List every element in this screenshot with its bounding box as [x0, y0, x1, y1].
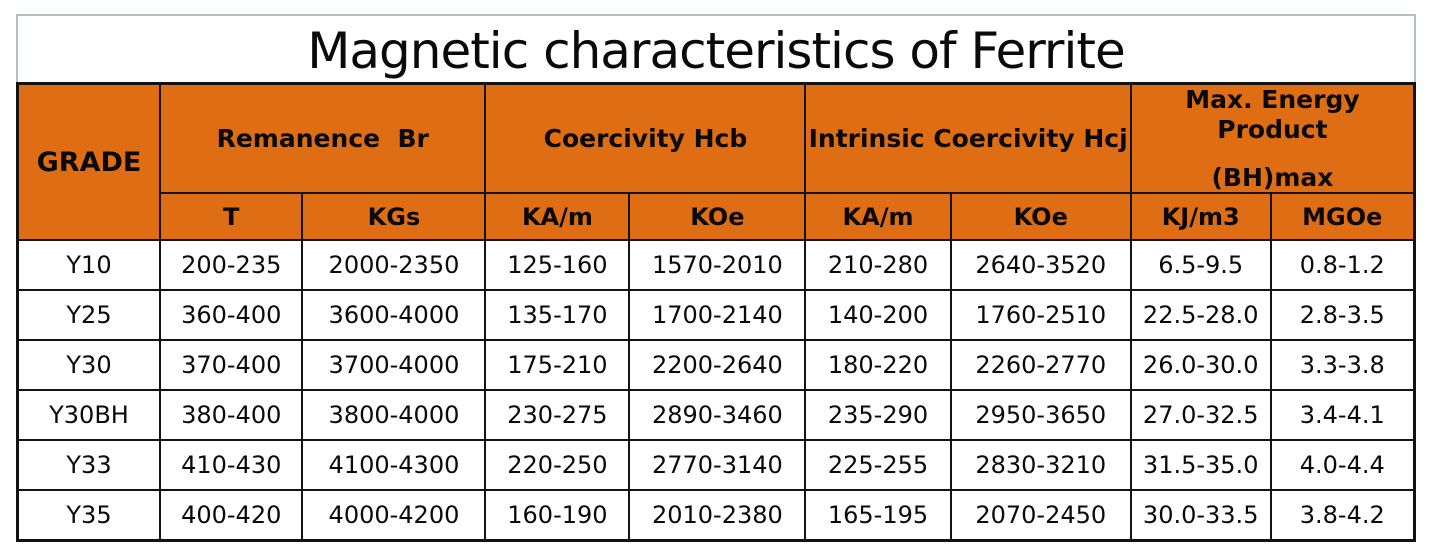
value-cell: 2010-2380: [628, 489, 807, 541]
value-cell: 2070-2450: [949, 489, 1132, 541]
table-header: GRADE Remanence Br Coercivity Hcb Intrin…: [16, 82, 1416, 241]
table-row: Y10 200-235 2000-2350 125-160 1570-2010 210-2…: [16, 239, 1416, 291]
value-cell: 1760-2510: [949, 289, 1132, 341]
value-cell: 370-400: [158, 339, 304, 391]
title-band: Magnetic characteristics of Ferrite: [16, 14, 1416, 82]
value-cell: 2770-3140: [628, 439, 807, 491]
value-cell: 27.0-32.5: [1129, 389, 1272, 441]
table-row: Y33 410-430 4100-4300 220-250 2770-3140 225-2…: [16, 439, 1416, 491]
value-cell: 4.0-4.4: [1269, 439, 1416, 491]
value-cell: 2830-3210: [949, 439, 1132, 491]
group-label-remanence: Remanence Br: [216, 123, 429, 153]
value-cell: 225-255: [804, 439, 952, 491]
column-group-coercivity-hcb: Coercivity Hcb: [484, 82, 807, 194]
table-row: Y30BH 380-400 3800-4000 230-275 2890-3460 235…: [16, 389, 1416, 441]
value-cell: 200-235: [158, 239, 304, 291]
unit-header-kjm3: KJ/m3: [1129, 192, 1272, 241]
unit-header-mgoe: MGOe: [1269, 192, 1416, 241]
value-cell: 4000-4200: [301, 489, 487, 541]
column-group-remanence: Remanence Br: [158, 82, 487, 194]
value-cell: 235-290: [804, 389, 952, 441]
value-cell: 0.8-1.2: [1269, 239, 1416, 291]
column-header-grade: GRADE: [16, 82, 161, 241]
header-group-row: GRADE Remanence Br Coercivity Hcb Intrin…: [16, 82, 1416, 241]
value-cell: 220-250: [484, 439, 631, 491]
value-cell: 180-220: [804, 339, 952, 391]
group-label-max-energy-product: Max. Energy Product: [1185, 85, 1369, 144]
grade-cell: Y25: [16, 289, 161, 341]
grade-cell: Y30BH: [16, 389, 161, 441]
ferrite-spec-table: GRADE Remanence Br Coercivity Hcb Intrin…: [16, 82, 1416, 542]
unit-header-kgs: KGs: [301, 192, 487, 241]
grade-cell: Y30: [16, 339, 161, 391]
grade-cell: Y33: [16, 439, 161, 491]
value-cell: 410-430: [158, 439, 304, 491]
value-cell: 3700-4000: [301, 339, 487, 391]
value-cell: 3.3-3.8: [1269, 339, 1416, 391]
page-title: Magnetic characteristics of Ferrite: [307, 22, 1126, 80]
value-cell: 2.8-3.5: [1269, 289, 1416, 341]
value-cell: 210-280: [804, 239, 952, 291]
unit-header-t: T: [158, 192, 304, 241]
value-cell: 4100-4300: [301, 439, 487, 491]
column-group-intrinsic-coercivity-hcj: Intrinsic Coercivity Hcj: [804, 82, 1132, 194]
value-cell: 6.5-9.5: [1129, 239, 1272, 291]
value-cell: 2000-2350: [301, 239, 487, 291]
value-cell: 360-400: [158, 289, 304, 341]
column-group-max-energy-product: Max. Energy Product (BH)max: [1129, 82, 1416, 194]
value-cell: 160-190: [484, 489, 631, 541]
value-cell: 3800-4000: [301, 389, 487, 441]
value-cell: 3.8-4.2: [1269, 489, 1416, 541]
value-cell: 2890-3460: [628, 389, 807, 441]
value-cell: 175-210: [484, 339, 631, 391]
value-cell: 140-200: [804, 289, 952, 341]
grade-cell: Y10: [16, 239, 161, 291]
unit-header-koe-hcb: KOe: [628, 192, 807, 241]
unit-header-kam-hcj: KA/m: [804, 192, 952, 241]
value-cell: 26.0-30.0: [1129, 339, 1272, 391]
table-row: Y30 370-400 3700-4000 175-210 2200-2640 180-2…: [16, 339, 1416, 391]
value-cell: 31.5-35.0: [1129, 439, 1272, 491]
group-label-intrinsic-coercivity-hcj: Intrinsic Coercivity Hcj: [808, 123, 1128, 153]
value-cell: 22.5-28.0: [1129, 289, 1272, 341]
value-cell: 400-420: [158, 489, 304, 541]
value-cell: 380-400: [158, 389, 304, 441]
value-cell: 1570-2010: [628, 239, 807, 291]
group-label-coercivity-hcb: Coercivity Hcb: [543, 123, 748, 153]
value-cell: 165-195: [804, 489, 952, 541]
value-cell: 2640-3520: [949, 239, 1132, 291]
value-cell: 2950-3650: [949, 389, 1132, 441]
group-label-bhmax: (BH)max: [1211, 163, 1334, 192]
value-cell: 135-170: [484, 289, 631, 341]
table-row: Y25 360-400 3600-4000 135-170 1700-2140 140-2…: [16, 289, 1416, 341]
grade-cell: Y35: [16, 489, 161, 541]
value-cell: 230-275: [484, 389, 631, 441]
value-cell: 2200-2640: [628, 339, 807, 391]
value-cell: 1700-2140: [628, 289, 807, 341]
value-cell: 30.0-33.5: [1129, 489, 1272, 541]
table-body: Y10 200-235 2000-2350 125-160 1570-2010 210-2…: [16, 239, 1416, 541]
value-cell: 2260-2770: [949, 339, 1132, 391]
value-cell: 125-160: [484, 239, 631, 291]
value-cell: 3.4-4.1: [1269, 389, 1416, 441]
unit-header-kam-hcb: KA/m: [484, 192, 631, 241]
header-unit-row: T KGs KA/m KOe KA/m KOe KJ/m3 MGOe: [18, 192, 1416, 241]
unit-header-koe-hcj: KOe: [949, 192, 1132, 241]
table-row: Y35 400-420 4000-4200 160-190 2010-2380 165-1…: [16, 489, 1416, 541]
value-cell: 3600-4000: [301, 289, 487, 341]
